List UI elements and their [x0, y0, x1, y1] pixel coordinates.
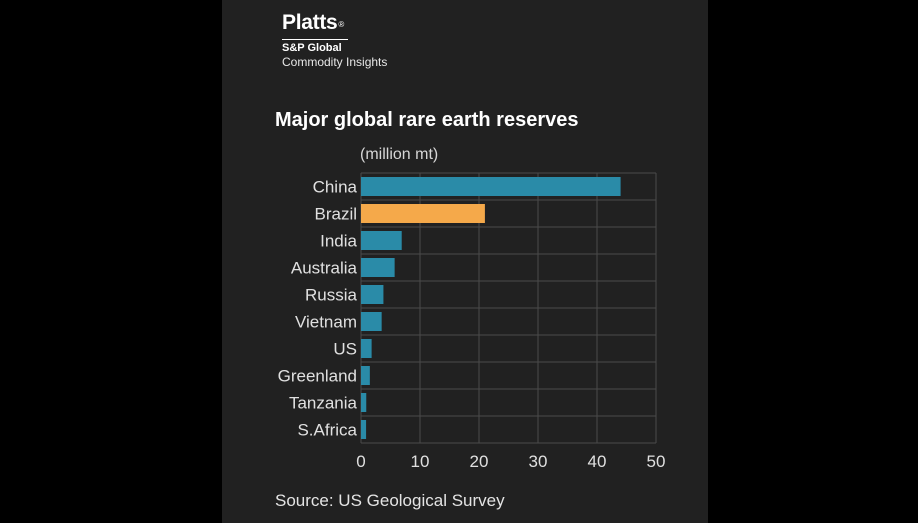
bar-australia [361, 258, 395, 277]
chart-title: Major global rare earth reserves [275, 109, 579, 131]
logo-brand-name: Platts [282, 11, 338, 34]
bar-vietnam [361, 312, 382, 331]
category-label: Brazil [314, 205, 357, 224]
x-tick-label: 10 [411, 452, 430, 471]
category-label: S.Africa [297, 421, 357, 440]
category-label: Russia [305, 286, 358, 305]
bar-tanzania [361, 393, 367, 412]
bar-us [361, 339, 372, 358]
chart-panel [222, 0, 708, 523]
x-tick-label: 40 [588, 452, 607, 471]
category-label: US [333, 340, 357, 359]
category-label: Vietnam [295, 313, 357, 332]
bar-china [361, 177, 621, 196]
logo-divider [282, 39, 348, 40]
category-label: Tanzania [289, 394, 358, 413]
bar-india [361, 231, 402, 250]
x-tick-label: 50 [647, 452, 666, 471]
category-label: India [320, 232, 357, 251]
unit-label: (million mt) [360, 146, 439, 163]
bar-s-africa [361, 420, 367, 439]
bar-russia [361, 285, 384, 304]
logo-parent: S&P Global [282, 42, 342, 54]
category-label: Greenland [278, 367, 357, 386]
bar-greenland [361, 366, 370, 385]
x-tick-label: 0 [356, 452, 365, 471]
logo-division: Commodity Insights [282, 55, 388, 69]
logo-brand: Platts® [282, 10, 387, 36]
logo-registered-mark: ® [338, 20, 344, 29]
x-tick-label: 30 [529, 452, 548, 471]
bar-brazil [361, 204, 485, 223]
x-tick-label: 20 [470, 452, 489, 471]
source-note: Source: US Geological Survey [275, 491, 505, 510]
platts-logo: Platts® S&P Global Commodity Insights [282, 10, 387, 70]
category-label: Australia [291, 259, 358, 278]
category-label: China [313, 178, 358, 197]
